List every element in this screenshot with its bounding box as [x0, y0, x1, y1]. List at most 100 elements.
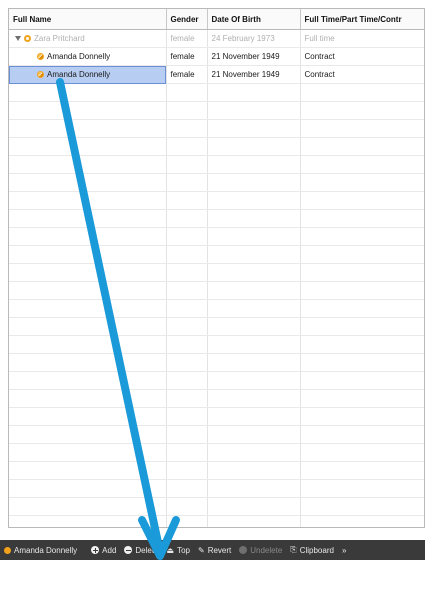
- name-cell[interactable]: Zara Pritchard: [9, 29, 167, 48]
- empty-row: [9, 497, 424, 516]
- top-button[interactable]: ⏏ Top: [167, 546, 190, 555]
- column-header-full-name[interactable]: Full Name: [9, 9, 167, 30]
- empty-row: [9, 155, 424, 174]
- empty-cell: [207, 263, 301, 282]
- empty-cell: [9, 119, 167, 138]
- empty-cell: [207, 317, 301, 336]
- empty-cell: [300, 353, 424, 372]
- clipboard-button[interactable]: ⎘ Clipboard: [290, 545, 334, 555]
- empty-cell: [9, 155, 167, 174]
- type-cell[interactable]: Full time: [300, 29, 424, 48]
- empty-cell: [300, 479, 424, 498]
- empty-cell: [207, 101, 301, 120]
- delete-button[interactable]: Delete: [124, 546, 159, 555]
- gender-cell[interactable]: female: [166, 47, 208, 66]
- empty-cell: [207, 389, 301, 408]
- dob-cell[interactable]: 24 February 1973: [207, 29, 301, 48]
- empty-cell: [166, 137, 208, 156]
- empty-cell: [300, 227, 424, 246]
- empty-cell: [207, 191, 301, 210]
- empty-cell: [300, 155, 424, 174]
- type-cell[interactable]: Contract: [300, 47, 424, 66]
- empty-cell: [9, 137, 167, 156]
- empty-cell: [300, 317, 424, 336]
- table-row[interactable]: Amanda Donnelly female 21 November 1949 …: [9, 47, 424, 66]
- undelete-button[interactable]: Undelete: [239, 546, 282, 555]
- empty-cell: [300, 209, 424, 228]
- empty-cell: [207, 83, 301, 102]
- empty-cell: [166, 263, 208, 282]
- empty-cell: [207, 407, 301, 426]
- empty-row: [9, 281, 424, 300]
- clipboard-label: Clipboard: [299, 545, 334, 555]
- top-icon: ⏏: [166, 545, 175, 555]
- dob-cell[interactable]: 21 November 1949: [207, 47, 301, 66]
- empty-cell: [9, 335, 167, 354]
- empty-cell: [9, 83, 167, 102]
- empty-cell: [9, 407, 167, 426]
- empty-cell: [207, 245, 301, 264]
- empty-cell: [166, 227, 208, 246]
- empty-cell: [207, 335, 301, 354]
- empty-row: [9, 101, 424, 120]
- name-cell[interactable]: Amanda Donnelly: [9, 47, 167, 66]
- empty-row: [9, 389, 424, 408]
- empty-cell: [300, 497, 424, 516]
- empty-row: [9, 263, 424, 282]
- column-header-gender[interactable]: Gender: [166, 9, 208, 30]
- empty-row: [9, 335, 424, 354]
- empty-cell: [300, 83, 424, 102]
- empty-cell: [9, 479, 167, 498]
- empty-row: [9, 425, 424, 444]
- empty-cell: [166, 353, 208, 372]
- more-button[interactable]: »: [342, 546, 346, 555]
- empty-cell: [300, 281, 424, 300]
- record-icon: [24, 35, 31, 43]
- empty-cell: [166, 317, 208, 336]
- type-cell[interactable]: Contract: [300, 65, 424, 84]
- empty-cell: [166, 479, 208, 498]
- table-row[interactable]: Zara Pritchard female 24 February 1973 F…: [9, 29, 424, 48]
- bottom-toolbar: Amanda Donnelly Add Delete ⏏ Top ✎ Rever…: [0, 540, 425, 560]
- empty-row: [9, 407, 424, 426]
- empty-row: [9, 353, 424, 372]
- record-icon: [37, 53, 44, 61]
- add-label: Add: [102, 545, 117, 555]
- empty-cell: [300, 245, 424, 264]
- table-row-selected[interactable]: Amanda Donnelly female 21 November 1949 …: [9, 65, 424, 84]
- add-icon: [91, 546, 100, 554]
- empty-row: [9, 173, 424, 192]
- empty-row: [9, 137, 424, 156]
- add-button[interactable]: Add: [91, 546, 116, 555]
- empty-cell: [9, 515, 167, 527]
- column-header-employment-type[interactable]: Full Time/Part Time/Contr: [300, 9, 424, 30]
- empty-cell: [9, 173, 167, 192]
- record-icon: [37, 71, 44, 79]
- empty-cell: [300, 173, 424, 192]
- empty-cell: [207, 425, 301, 444]
- gender-cell[interactable]: female: [166, 65, 208, 84]
- empty-cell: [207, 353, 301, 372]
- empty-cell: [9, 425, 167, 444]
- column-header-date-of-birth[interactable]: Date Of Birth: [207, 9, 301, 30]
- expand-triangle-icon[interactable]: [15, 36, 21, 42]
- empty-cell: [207, 281, 301, 300]
- empty-cell: [300, 119, 424, 138]
- empty-cell: [207, 497, 301, 516]
- empty-cell: [166, 209, 208, 228]
- empty-cell: [207, 443, 301, 462]
- empty-row: [9, 209, 424, 228]
- gender-cell[interactable]: female: [166, 29, 208, 48]
- revert-icon: ✎: [197, 545, 205, 555]
- delete-icon: [124, 546, 133, 554]
- empty-cell: [166, 119, 208, 138]
- empty-cell: [166, 191, 208, 210]
- empty-cell: [207, 209, 301, 228]
- empty-cell: [166, 155, 208, 174]
- empty-cell: [166, 101, 208, 120]
- more-icon: »: [341, 545, 347, 555]
- empty-cell: [166, 245, 208, 264]
- revert-button[interactable]: ✎ Revert: [198, 546, 231, 555]
- name-cell[interactable]: Amanda Donnelly: [9, 65, 167, 84]
- dob-cell[interactable]: 21 November 1949: [207, 65, 301, 84]
